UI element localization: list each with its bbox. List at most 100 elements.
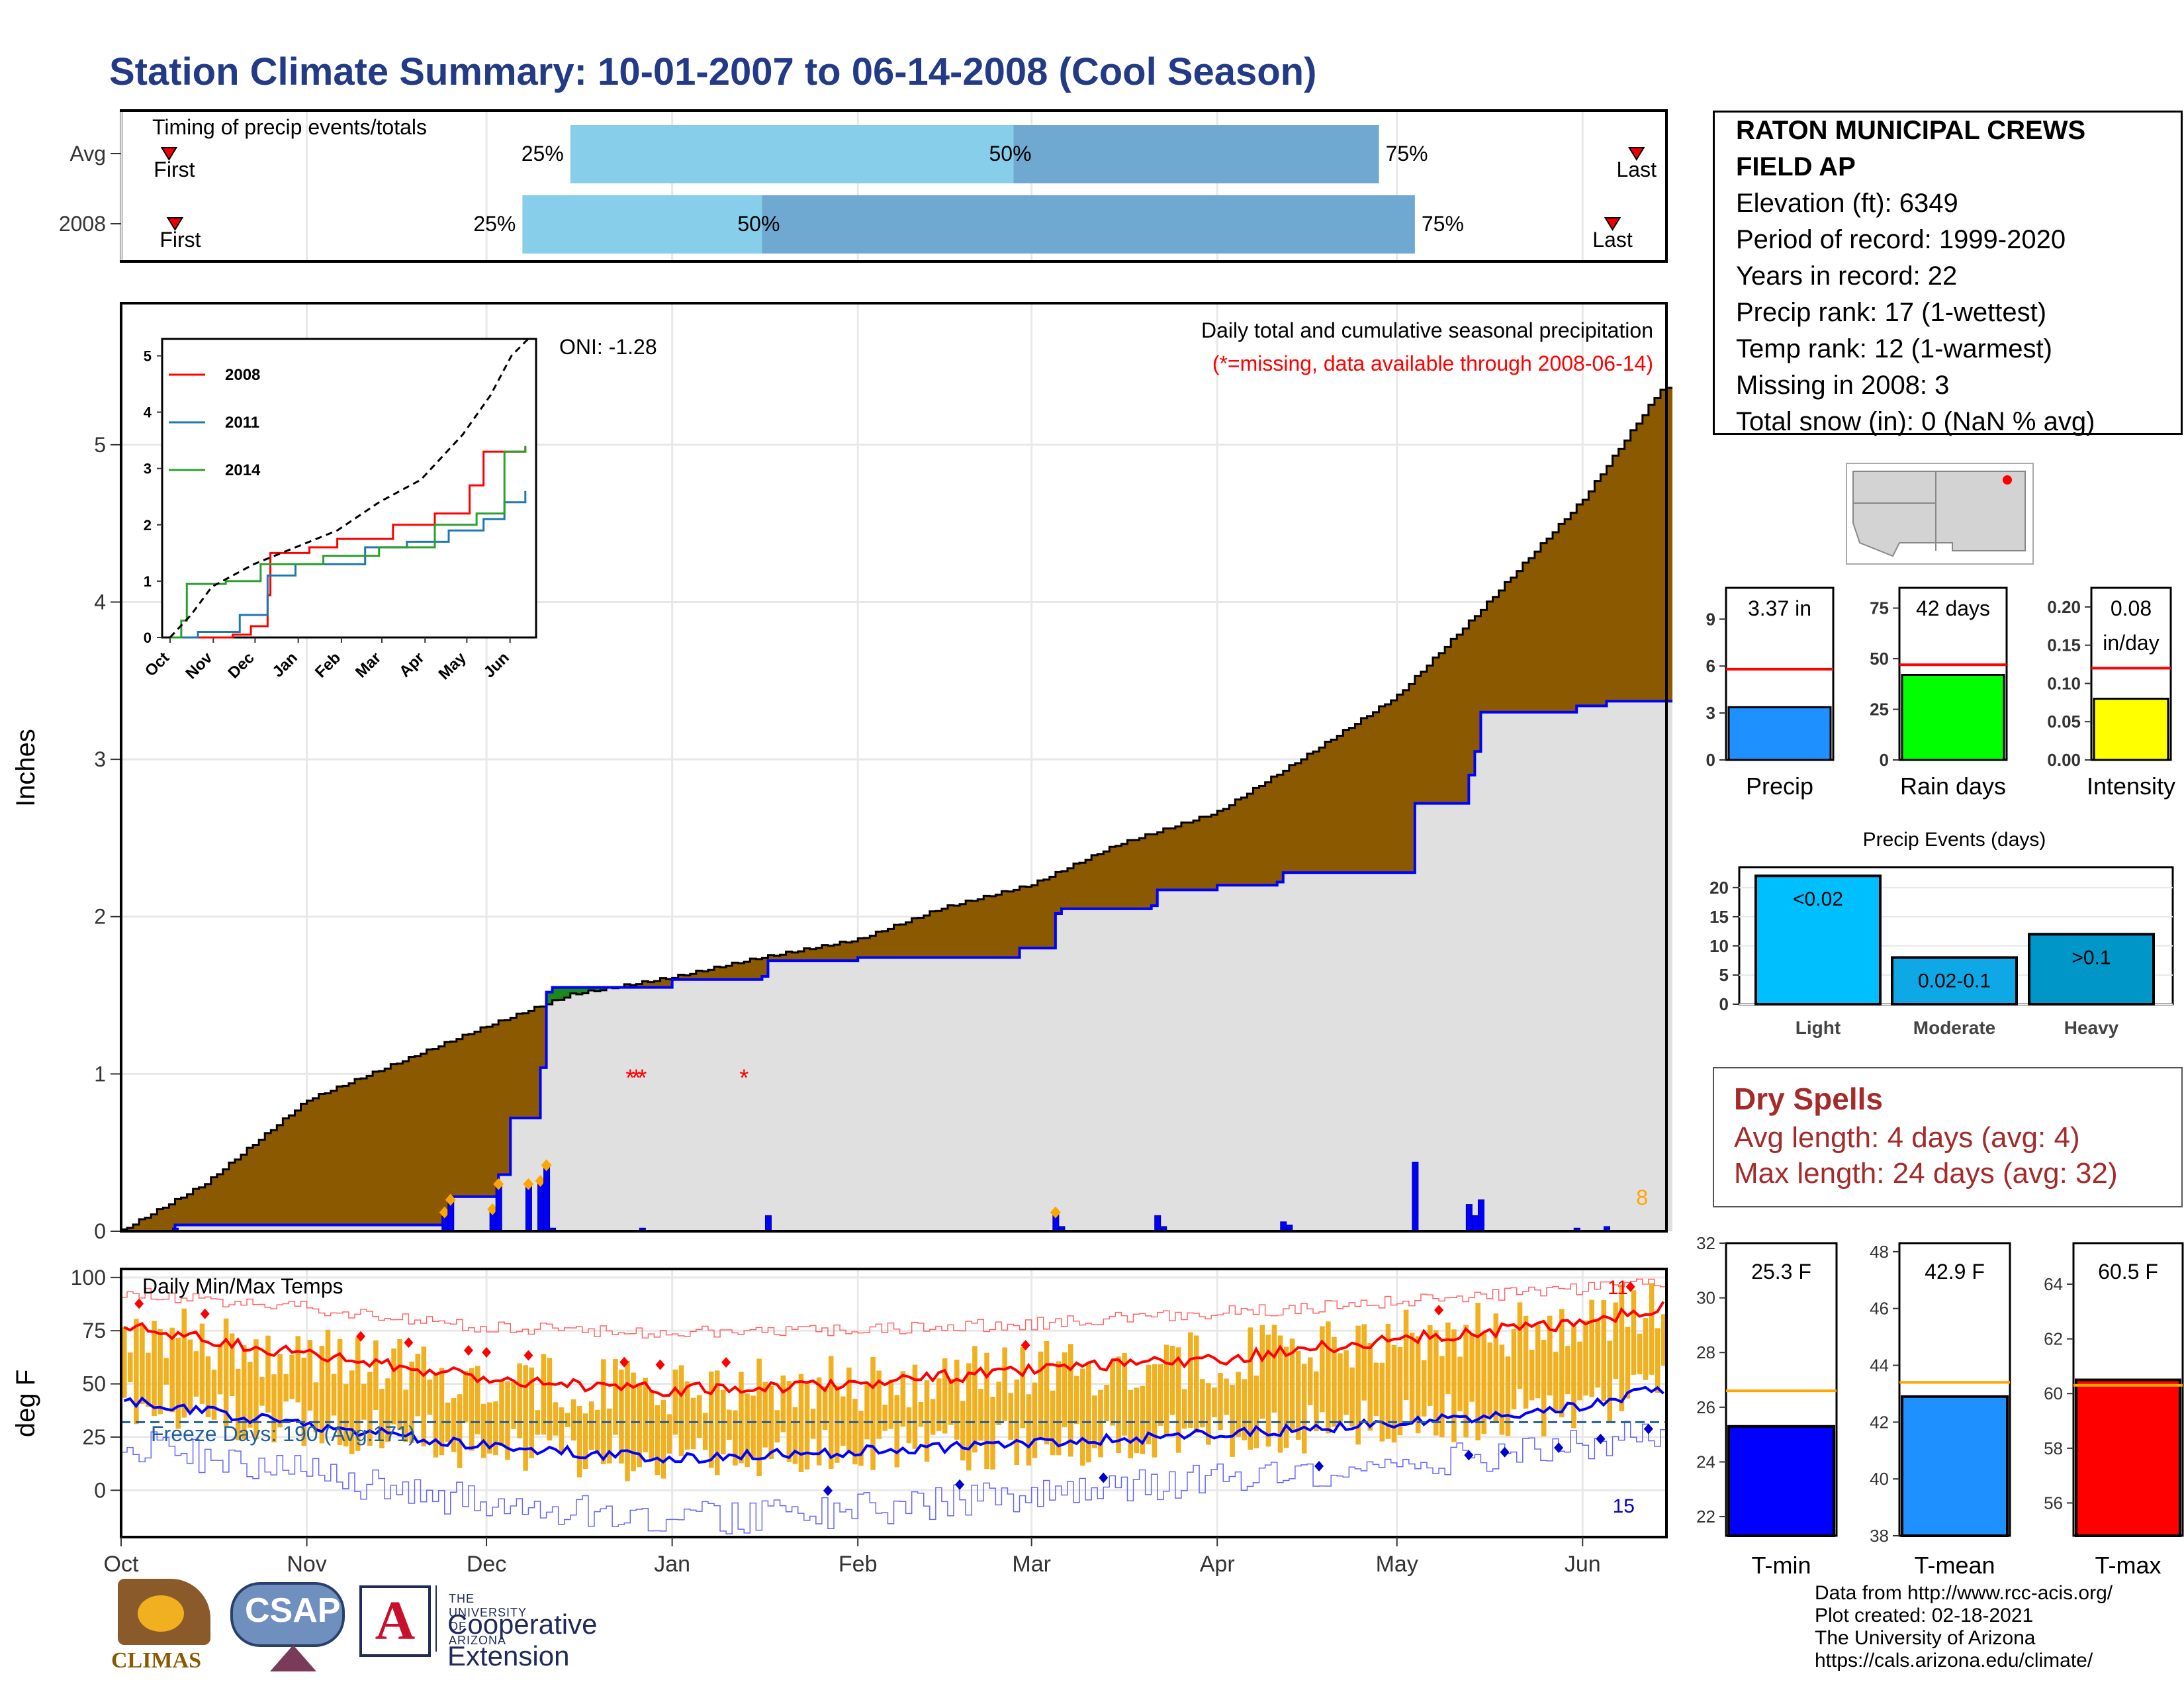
daily-temp-bar bbox=[1158, 1364, 1163, 1426]
footer-url: https://cals.arizona.edu/climate/ bbox=[1815, 1650, 2093, 1671]
daily-temp-bar bbox=[672, 1369, 678, 1435]
daily-temp-bar bbox=[1529, 1349, 1535, 1401]
record-precip-marker bbox=[1050, 1206, 1061, 1219]
station-elevation: Elevation (ft): 6349 bbox=[1736, 189, 1958, 218]
daily-temp-bar bbox=[1469, 1333, 1475, 1402]
daily-temp-bar bbox=[439, 1368, 445, 1456]
page-title: Station Climate Summary: 10-01-2007 to 0… bbox=[109, 50, 1316, 93]
psum-category-label-Rain days: Rain days bbox=[1900, 773, 2006, 800]
daily-temp-bar bbox=[415, 1354, 421, 1417]
station-temp-rank: Temp rank: 12 (1-warmest) bbox=[1736, 334, 2052, 363]
daily-temp-bar bbox=[146, 1352, 151, 1407]
daily-temp-bar bbox=[517, 1363, 522, 1438]
record-low-marker bbox=[1464, 1450, 1474, 1461]
daily-temp-bar bbox=[122, 1327, 127, 1398]
daily-temp-bar bbox=[708, 1371, 714, 1468]
daily-temp-bar bbox=[295, 1336, 301, 1403]
daily-temp-bar bbox=[1068, 1344, 1073, 1457]
psum-y-tick-label: 0.20 bbox=[2047, 597, 2081, 617]
climas-sun-icon bbox=[138, 1595, 184, 1632]
cumulative-2008-area bbox=[121, 701, 1673, 1231]
daily-temp-bar bbox=[1511, 1329, 1517, 1410]
precip-chart-subtitle: (*=missing, data available through 2008-… bbox=[1212, 352, 1653, 375]
timing-bar-q2 bbox=[1013, 125, 1379, 183]
record-high-marker bbox=[1021, 1340, 1030, 1351]
daily-temp-bar bbox=[1092, 1395, 1097, 1448]
tsum-y-tick-label: 62 bbox=[2044, 1329, 2063, 1349]
daily-temp-bar bbox=[1631, 1290, 1637, 1375]
psum-bar-Precip bbox=[1727, 706, 1832, 761]
timing-first-marker bbox=[166, 217, 184, 231]
daily-temp-bar bbox=[852, 1399, 858, 1465]
daily-temp-bar bbox=[361, 1383, 367, 1420]
daily-temp-bar bbox=[271, 1374, 277, 1443]
tsum-y-tick-label: 26 bbox=[1696, 1397, 1715, 1417]
surplus-area bbox=[546, 987, 619, 1005]
record-low-marker bbox=[823, 1485, 833, 1496]
daily-temp-bar bbox=[1523, 1315, 1529, 1409]
temp-y-tick-label: 0 bbox=[94, 1478, 106, 1502]
psum-category-label-Intensity: Intensity bbox=[2087, 773, 2175, 800]
daily-temp-bar bbox=[1565, 1346, 1570, 1395]
daily-temp-bar bbox=[1655, 1328, 1661, 1393]
inset-y-tick-label: 3 bbox=[144, 461, 152, 477]
daily-temp-bar bbox=[696, 1395, 702, 1438]
daily-temp-bar bbox=[511, 1382, 516, 1429]
csap-cloud-icon bbox=[230, 1582, 345, 1647]
daily-temp-bar bbox=[1391, 1344, 1397, 1443]
precip-y-tick-label: 4 bbox=[94, 590, 106, 614]
tsum-value-label-T-min: 25.3 F bbox=[1751, 1260, 1811, 1284]
csap-mountain-icon bbox=[270, 1645, 316, 1671]
daily-temp-bar bbox=[1541, 1339, 1547, 1436]
daily-temp-bar bbox=[1643, 1318, 1649, 1380]
daily-temp-bar bbox=[134, 1319, 139, 1425]
daily-temp-bar bbox=[570, 1399, 576, 1441]
psum-value-label-Intensity: 0.08 bbox=[2111, 596, 2152, 620]
daily-temp-bar bbox=[175, 1337, 181, 1429]
daily-temp-bar bbox=[283, 1374, 289, 1402]
record-high-marker bbox=[1434, 1305, 1444, 1316]
daily-temp-bar bbox=[978, 1389, 983, 1441]
tsum-y-tick-label: 38 bbox=[1870, 1526, 1889, 1546]
timing-panel: Timing of precip events/totals 25% 50% 75% F… bbox=[59, 109, 1668, 263]
tsum-y-tick-label: 24 bbox=[1696, 1452, 1715, 1472]
events-bar-label-Heavy: >0.1 bbox=[2071, 947, 2111, 968]
daily-temp-bar bbox=[1236, 1372, 1241, 1437]
record-precip-marker bbox=[487, 1203, 498, 1215]
daily-temp-bar bbox=[1475, 1303, 1480, 1440]
daily-temp-bar bbox=[900, 1371, 906, 1427]
daily-temp-bar bbox=[588, 1401, 594, 1450]
record-low-marker bbox=[1314, 1460, 1324, 1472]
daily-precip-bar bbox=[1477, 1199, 1484, 1232]
temp-x-tick-label: Jan bbox=[654, 1552, 690, 1577]
timing-row-label: 2008 bbox=[59, 212, 106, 236]
station-period: Period of record: 1999-2020 bbox=[1736, 225, 2066, 254]
logo-divider bbox=[435, 1585, 437, 1652]
csap-logo: CSAP bbox=[230, 1579, 345, 1678]
events-bar-label-Moderate: 0.02-0.1 bbox=[1918, 970, 1991, 992]
daily-temp-bar bbox=[762, 1382, 768, 1448]
events-y-tick-label: 20 bbox=[1709, 878, 1729, 898]
daily-temp-bar bbox=[331, 1374, 337, 1416]
daily-temp-bar bbox=[1379, 1362, 1385, 1442]
station-name-line2: FIELD AP bbox=[1736, 152, 1856, 181]
events-bar-label-Light: <0.02 bbox=[1793, 888, 1843, 910]
daily-temp-bar bbox=[882, 1404, 887, 1431]
tsum-y-tick-label: 40 bbox=[1870, 1469, 1889, 1489]
daily-temp-bar bbox=[810, 1409, 816, 1439]
temp-x-tick-label: Nov bbox=[287, 1552, 326, 1577]
psum-y-tick-label: 0 bbox=[1706, 750, 1715, 770]
events-bar-Heavy bbox=[2028, 933, 2155, 1006]
psum-category-label-Precip: Precip bbox=[1746, 773, 1813, 800]
daily-temp-bar bbox=[1433, 1330, 1439, 1436]
timing-last-label: Last bbox=[1592, 228, 1633, 252]
daily-temp-bar bbox=[1493, 1313, 1499, 1423]
psum-value-label-Precip: 3.37 in bbox=[1748, 596, 1811, 620]
precip-y-tick-label: 2 bbox=[94, 905, 106, 929]
inset-series-2008 bbox=[170, 447, 527, 639]
temp-y-tick-label: 75 bbox=[82, 1319, 106, 1342]
daily-temp-bar bbox=[1320, 1326, 1325, 1413]
daily-temp-bar bbox=[163, 1358, 169, 1385]
